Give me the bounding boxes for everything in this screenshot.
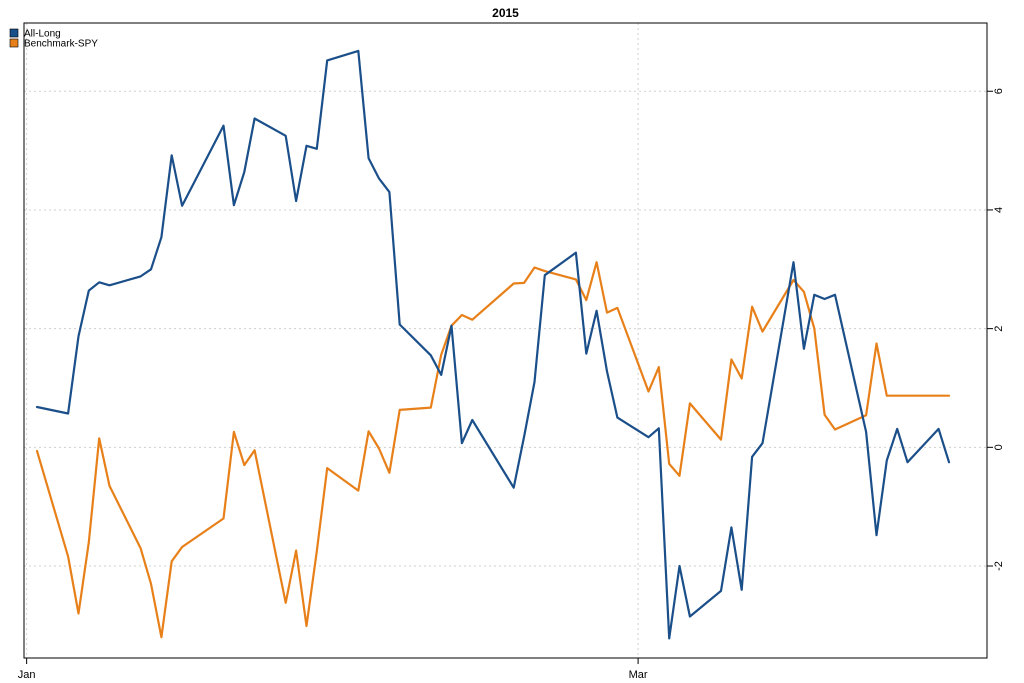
y-tick-label-3: 4 <box>993 207 1005 213</box>
x-tick-label-jan: Jan <box>18 669 36 681</box>
series-line-benchmark-spy <box>35 261 951 639</box>
x-tick-label-mar: Mar <box>629 669 648 681</box>
chart-title: 2015 <box>492 6 519 20</box>
y-tick-label-4: 6 <box>993 88 1005 94</box>
legend-swatch-all-long <box>9 28 19 38</box>
legend-swatch-benchmark-spy <box>9 38 19 48</box>
series-line-all-long <box>35 49 951 640</box>
y-tick-label-2: 2 <box>993 326 1005 332</box>
y-tick-label-0: -2 <box>993 561 1005 571</box>
legend-label-all-long: All-Long <box>24 29 61 40</box>
grid-lines <box>24 23 987 658</box>
plot-frame <box>23 22 988 659</box>
series-lines <box>35 49 951 640</box>
legend-label-benchmark-spy: Benchmark-SPY <box>24 39 98 50</box>
y-tick-label-1: 0 <box>993 444 1005 450</box>
axes: -2 0 2 4 6 Jan Mar <box>18 88 1005 681</box>
